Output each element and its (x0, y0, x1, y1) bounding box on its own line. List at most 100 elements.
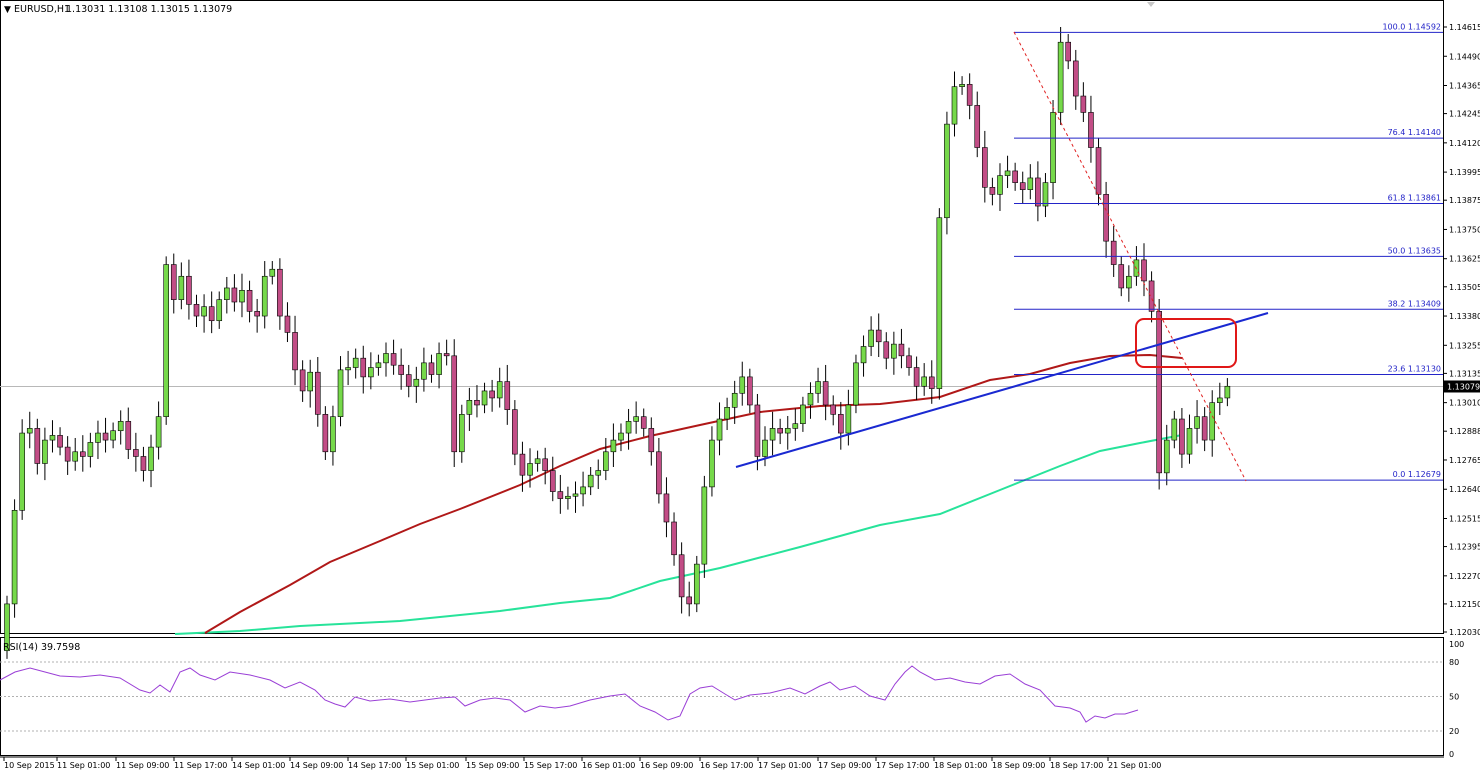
rsi-axis-label: 80 (1449, 658, 1459, 667)
candle-bullish (19, 432, 25, 511)
candle-bullish (224, 287, 230, 300)
fib-projection-dashed-line[interactable] (1013, 31, 1247, 482)
time-tick-label: 17 Sep 17:00 (876, 761, 929, 770)
candle-bearish (489, 390, 495, 399)
candle-bullish (959, 84, 965, 87)
candle-bearish (678, 554, 685, 598)
chart-shift-marker[interactable] (1147, 2, 1155, 7)
fibonacci-retracement[interactable]: 100.0 1.14592 76.4 1.14140 61.8 1.13861 50.… (1014, 22, 1443, 481)
candle-bearish (1065, 41, 1071, 62)
candle-bearish (277, 268, 283, 317)
rsi-label: RSI(14) 39.7598 (3, 642, 80, 653)
candle-bearish (360, 357, 367, 378)
candle-bullish (4, 603, 10, 652)
candle-bearish (966, 84, 973, 106)
candle-bearish (314, 371, 321, 415)
candle-bullish (784, 428, 791, 434)
candle-bearish (34, 428, 41, 464)
candle-bearish (1118, 264, 1125, 289)
candle-bearish (451, 355, 458, 453)
price-tick-label: 1.13010 (1449, 399, 1480, 408)
price-tick-label: 1.13255 (1449, 341, 1480, 350)
candle-bullish (458, 414, 465, 453)
highlight-rectangle[interactable] (1135, 318, 1237, 368)
time-tick-label: 21 Sep 01:00 (1108, 761, 1161, 770)
candle-bullish (496, 381, 503, 399)
time-axis[interactable]: 10 Sep 2015 11 Sep 01:00 11 Sep 09:00 11 Se… (3, 757, 1161, 770)
candle-bullish (595, 470, 602, 476)
price-axis[interactable]: 1.14615 1.14490 1.14365 1.14245 1.14120 1.139… (1443, 23, 1480, 637)
candle-bullish (1050, 112, 1056, 183)
candle-bearish (1201, 416, 1208, 441)
moving-average-green (174, 434, 1183, 635)
candle-bearish (405, 374, 412, 387)
candle-bearish (982, 147, 988, 188)
candle-bullish (436, 353, 442, 375)
rsi-indicator: 100 80 50 20 0 (0, 640, 1464, 759)
candle-bullish (163, 264, 169, 417)
chart-menu-glyph[interactable]: ▼ (4, 5, 11, 15)
fib-level-label: 38.2 1.13409 (1388, 299, 1441, 308)
candle-bearish (648, 428, 655, 453)
candle-bullish (1171, 418, 1178, 441)
price-tick-label: 1.12640 (1449, 485, 1480, 494)
candle-bearish (777, 428, 783, 434)
time-tick-label: 16 Sep 09:00 (640, 761, 693, 770)
time-tick-label: 15 Sep 09:00 (466, 761, 519, 770)
moving-average-red (204, 353, 1183, 634)
candle-bearish (671, 521, 677, 556)
price-tick-label: 1.14490 (1449, 52, 1480, 61)
time-tick-label: 14 Sep 17:00 (348, 761, 401, 770)
candle-bearish (254, 311, 260, 317)
price-tick-label: 1.12765 (1449, 456, 1480, 465)
candle-bullish (769, 428, 776, 441)
drawn-objects[interactable] (735, 31, 1269, 482)
ohlc-readout: 1.13031 1.13108 1.13015 1.13079 (66, 4, 232, 15)
candle-bullish (337, 369, 344, 417)
candle-bullish (178, 275, 185, 300)
candle-bearish (193, 304, 200, 317)
price-tick-label: 1.13505 (1449, 283, 1480, 292)
candle-bearish (1141, 259, 1147, 282)
candle-bearish (1095, 147, 1102, 195)
candle-bullish (807, 392, 814, 406)
fib-level-label: 76.4 1.14140 (1388, 128, 1441, 137)
time-tick-label: 18 Sep 01:00 (934, 761, 987, 770)
candle-bearish (663, 493, 670, 523)
candle-bearish (284, 315, 291, 333)
candle-bullish (1194, 416, 1200, 429)
candle-bullish (1057, 41, 1064, 113)
candle-bearish (398, 364, 404, 375)
candle-bearish (1019, 182, 1026, 190)
price-tick-label: 1.12395 (1449, 543, 1480, 552)
candle-bullish (693, 563, 700, 605)
candle-bullish (860, 346, 867, 364)
candle-bullish (49, 435, 56, 441)
current-price-box (1444, 380, 1480, 393)
trendline-support[interactable] (735, 312, 1269, 468)
candle-bullish (383, 353, 389, 364)
price-tick-label: 1.14120 (1449, 139, 1480, 148)
time-tick-label: 18 Sep 17:00 (1050, 761, 1103, 770)
price-tick-label: 1.12515 (1449, 514, 1480, 523)
candle-bullish (269, 268, 276, 277)
candle-bullish (701, 486, 708, 565)
candle-bullish (1224, 385, 1231, 399)
candle-bullish (1027, 177, 1034, 190)
candle-bullish (618, 432, 624, 441)
candle-bearish (133, 449, 139, 457)
candle-bullish (421, 362, 427, 380)
current-price-label: 1.13079 (1447, 382, 1480, 391)
time-tick-label: 17 Sep 01:00 (758, 761, 811, 770)
candle-bullish (792, 423, 799, 429)
fib-level-label: 50.0 1.13635 (1388, 246, 1441, 255)
candle-bullish (534, 458, 541, 464)
candlestick-series (4, 27, 1231, 659)
candle-bearish (292, 332, 298, 371)
candle-bullish (853, 362, 859, 406)
candle-bullish (72, 451, 79, 462)
candle-bearish (57, 435, 63, 448)
candle-bearish (898, 343, 905, 357)
